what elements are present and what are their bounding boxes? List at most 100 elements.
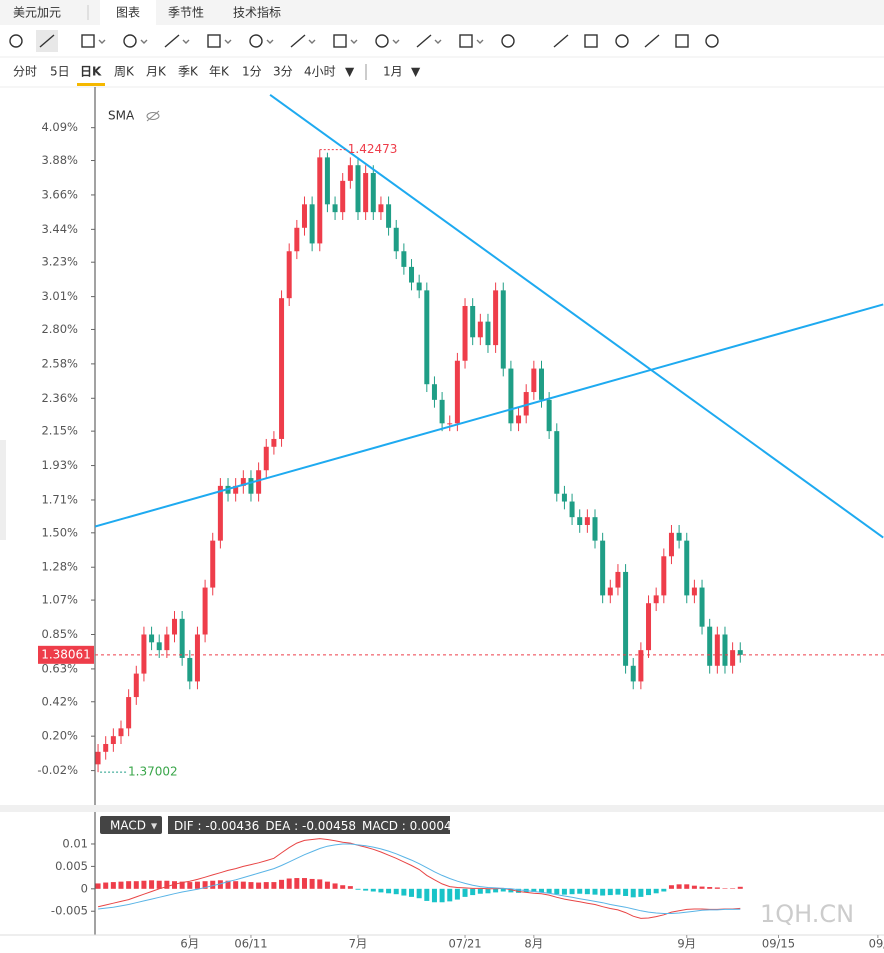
macd-bar <box>638 888 644 897</box>
glyph <box>584 34 598 48</box>
period[interactable]: 年K <box>209 65 230 79</box>
range[interactable]: 1月 <box>383 65 403 79</box>
macd-bar <box>676 884 682 889</box>
macd-bar <box>309 878 315 889</box>
candle-body <box>401 251 407 267</box>
tool-icon[interactable] <box>675 34 689 48</box>
y-tick-label: -0.02% <box>37 763 78 777</box>
period[interactable]: 周K <box>114 65 135 79</box>
trend-line[interactable] <box>269 94 884 539</box>
candle-body <box>141 634 147 674</box>
macd-bar <box>500 888 506 892</box>
y-tick-label: 2.80% <box>41 322 78 336</box>
tool-icon[interactable] <box>644 34 660 48</box>
macd-bar <box>707 887 713 889</box>
macd-bar <box>623 888 629 896</box>
candle-body <box>538 368 544 400</box>
candle-body <box>103 743 109 752</box>
glyph <box>164 34 180 48</box>
tool-icon[interactable] <box>501 34 515 48</box>
macd: MACD : 0.00045 <box>362 819 459 833</box>
tab[interactable]: 图表 <box>116 6 140 20</box>
period[interactable]: 分时 <box>13 65 37 79</box>
macd-bar <box>592 888 598 895</box>
period[interactable]: 日K <box>80 65 102 79</box>
glyph <box>39 34 55 48</box>
macd-bar <box>477 888 483 894</box>
candle-body <box>248 478 254 494</box>
macd-button-label[interactable]: MACD <box>110 819 146 833</box>
glyph <box>615 34 629 48</box>
y-tick-label: 3.01% <box>41 289 78 303</box>
macd-button[interactable] <box>100 816 162 834</box>
macd-bar <box>538 888 544 893</box>
y-tick-label: 3.23% <box>41 255 78 269</box>
macd-bar <box>439 888 445 903</box>
macd-bar <box>584 888 590 895</box>
macd-bar <box>179 881 185 889</box>
x-tick-label: 7月 <box>349 937 368 951</box>
tool-icon[interactable] <box>9 34 23 48</box>
candle-body <box>493 290 499 346</box>
tool-icon[interactable] <box>375 34 400 48</box>
macd-bar <box>699 886 705 889</box>
tab[interactable]: 季节性 <box>168 6 204 20</box>
candle-body <box>691 587 697 596</box>
tool-icon[interactable] <box>249 34 274 48</box>
glyph <box>459 34 473 48</box>
period[interactable]: 季K <box>178 65 199 79</box>
candle-body <box>737 650 743 655</box>
period[interactable]: 1分 <box>242 65 262 79</box>
tool-icon[interactable] <box>333 34 358 48</box>
dropdown[interactable]: ▼ <box>411 65 421 79</box>
tool-icon[interactable] <box>459 34 484 48</box>
macd-bar <box>516 888 522 893</box>
candle-body <box>240 478 246 486</box>
macd-bar <box>409 888 415 897</box>
macd-bar <box>569 888 575 895</box>
tool-icon[interactable] <box>36 30 58 52</box>
candle-body <box>95 751 101 765</box>
macd-legend-bg <box>168 816 450 834</box>
y-tick-label: 1.50% <box>41 525 78 539</box>
side-handle[interactable] <box>0 440 6 540</box>
candle-body <box>447 423 453 425</box>
trend-line[interactable] <box>95 303 884 528</box>
period[interactable]: 5日 <box>50 65 70 79</box>
glyph <box>501 34 515 48</box>
y-tick-label: 1.07% <box>41 593 78 607</box>
tool-icon[interactable] <box>164 34 190 48</box>
tool-icon[interactable] <box>207 34 232 48</box>
macd-bar <box>355 888 361 890</box>
candle-body <box>355 165 361 213</box>
dropdown[interactable]: ▼ <box>151 822 158 831</box>
candle-body <box>340 180 346 213</box>
candle-body <box>187 657 193 682</box>
tool-icon[interactable] <box>584 34 598 48</box>
tab[interactable]: 技术指标 <box>233 5 281 20</box>
period[interactable]: 3分 <box>273 65 293 79</box>
indicator-label: SMA <box>108 109 135 123</box>
candle-body <box>424 290 430 385</box>
macd-bar <box>332 883 338 889</box>
candle-body <box>730 650 736 666</box>
candle-body <box>271 438 277 447</box>
period[interactable]: 4小时 <box>304 65 336 79</box>
tool-icon[interactable] <box>123 34 148 48</box>
period[interactable]: 月K <box>146 65 167 79</box>
macd-bar <box>401 888 407 896</box>
tool-icon[interactable] <box>290 34 316 48</box>
dropdown[interactable]: ▼ <box>345 65 355 79</box>
candle-body <box>263 446 269 471</box>
macd-bar <box>149 880 155 889</box>
macd-bar <box>730 888 736 889</box>
tool-icon[interactable] <box>81 34 106 48</box>
tool-icon[interactable] <box>416 34 442 48</box>
tool-icon[interactable] <box>615 34 629 48</box>
tool-icon[interactable] <box>553 34 569 48</box>
candle-body <box>508 368 514 424</box>
glyph <box>9 34 23 48</box>
tool-icon[interactable] <box>705 34 719 48</box>
eye-off-icon[interactable] <box>146 110 160 122</box>
macd-bar <box>737 886 743 889</box>
